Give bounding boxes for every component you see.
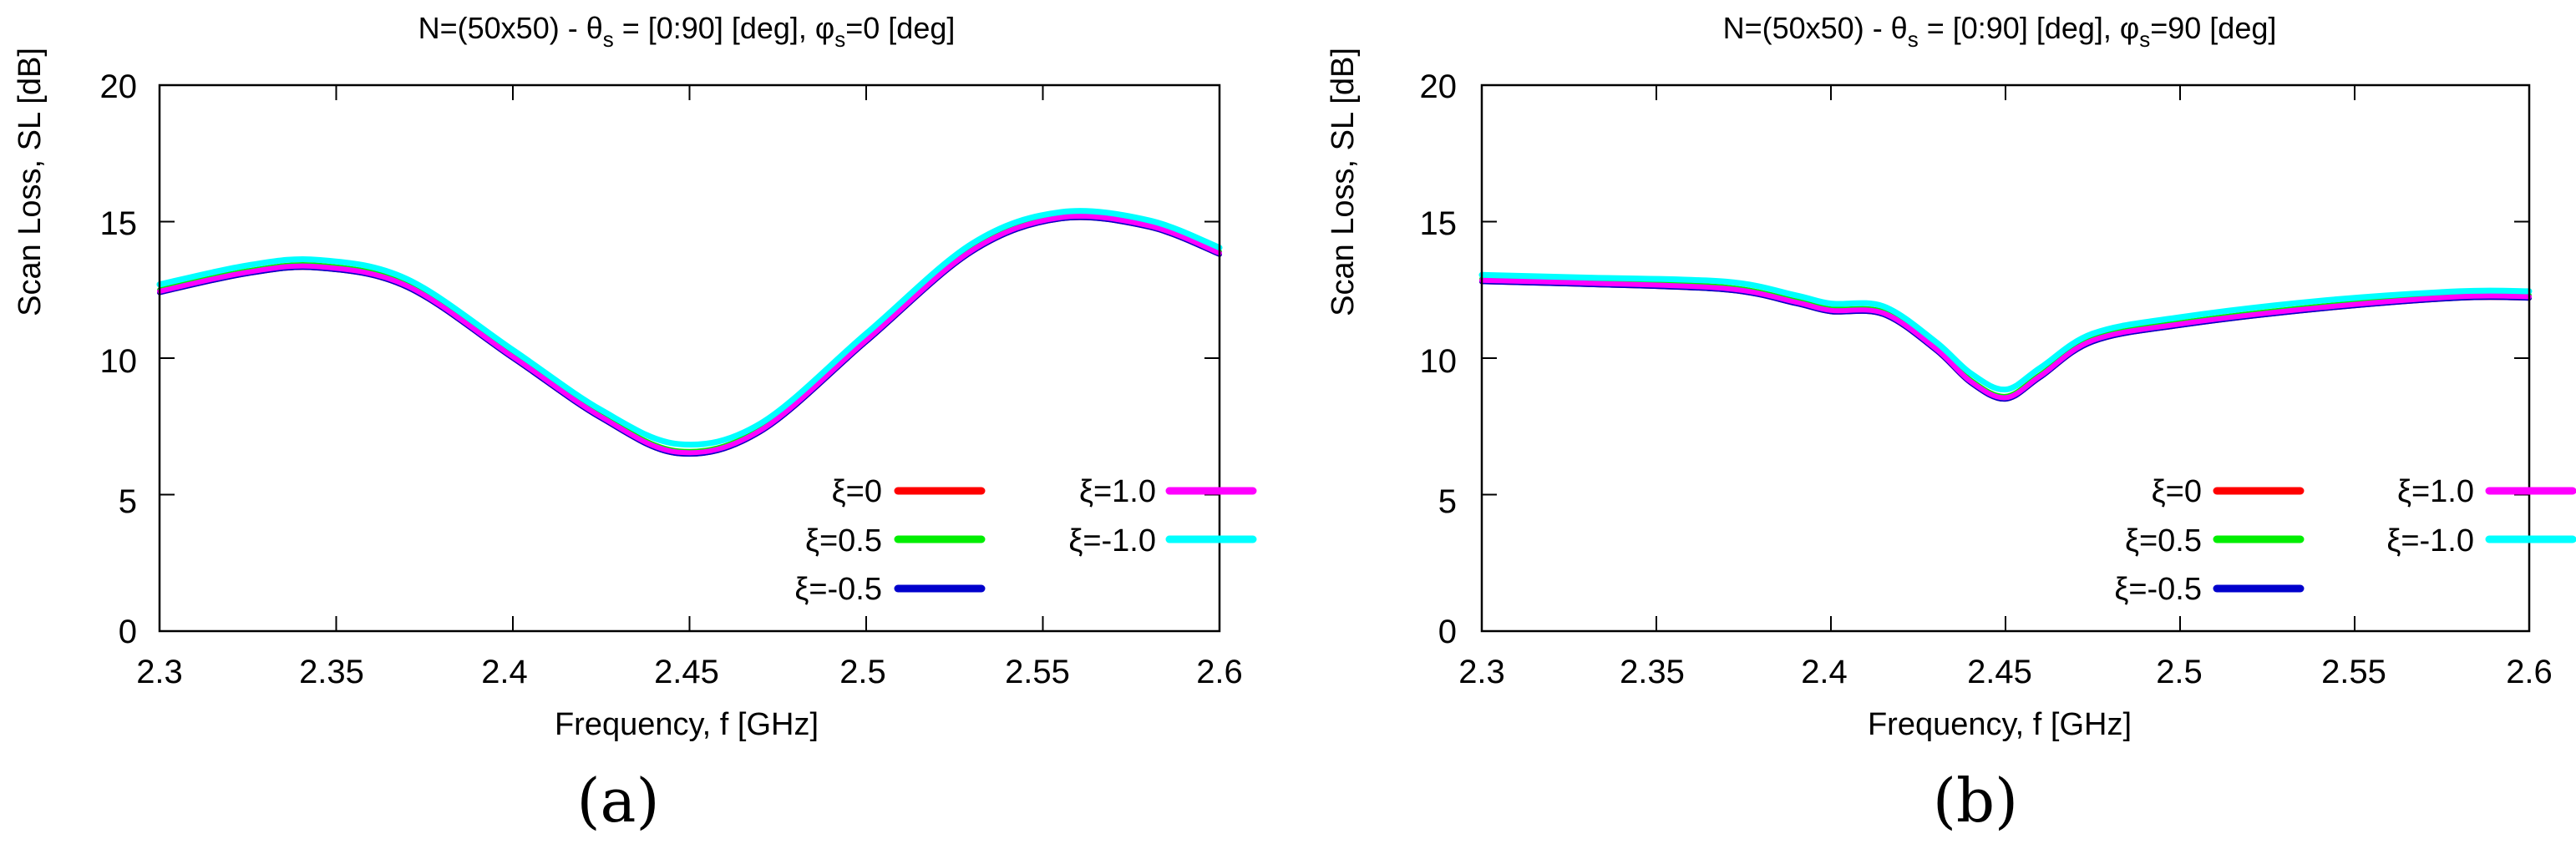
y-tick-label: 5 [1438, 483, 1457, 520]
x-tick-label: 2.4 [1801, 654, 1848, 690]
x-tick-label: 2.45 [654, 654, 719, 690]
x-tick-label: 2.55 [2321, 654, 2386, 690]
y-tick-label: 0 [1438, 614, 1457, 650]
y-tick-label: 5 [119, 483, 137, 520]
y-tick-label: 15 [100, 205, 138, 242]
series-line-xi--1.0 [156, 208, 1223, 448]
legend-a: ξ=0 ξ=0.5 ξ=-0.5 ξ=1.0 ξ=-1.0 [794, 474, 1257, 607]
y-tick-label: 20 [100, 68, 138, 105]
legend-label: ξ=-0.5 [2114, 572, 2202, 607]
legend-label: ξ=0.5 [805, 523, 882, 558]
series-line-xi-0 [157, 215, 1222, 457]
legend-label: ξ=-0.5 [794, 572, 882, 607]
y-tick-label: 10 [1420, 343, 1458, 380]
legend-b: ξ=0 ξ=0.5 ξ=-0.5 ξ=1.0 ξ=-1.0 [2114, 474, 2576, 607]
y-tick-label: 20 [1420, 68, 1458, 105]
x-tick-label: 2.4 [481, 654, 528, 690]
legend-label: ξ=1.0 [1079, 474, 1156, 509]
panel-label-b: (b) [1933, 766, 2018, 836]
plot-area-b [1478, 83, 2533, 633]
y-axis-label-a: Scan Loss, SL [dB] [13, 48, 48, 316]
legend-label: ξ=0.5 [2125, 523, 2202, 558]
chart-panel-b: N=(50x50) - θs = [0:90] [deg], φs=90 [de… [1326, 11, 2576, 836]
x-tick-label: 2.3 [136, 654, 183, 690]
y-axis-label-b: Scan Loss, SL [dB] [1326, 48, 1361, 316]
y-tick-label: 10 [100, 343, 138, 380]
x-tick-label: 2.55 [1005, 654, 1070, 690]
x-tick-label: 2.6 [1196, 654, 1243, 690]
legend-label: ξ=1.0 [2397, 474, 2474, 509]
plot-area-a [156, 83, 1223, 633]
legend-label: ξ=0 [2152, 474, 2202, 509]
series-line-xi-1.0 [1479, 277, 2532, 401]
legend-label: ξ=-1.0 [2386, 523, 2474, 558]
y-tick-label: 0 [119, 614, 137, 650]
legend-label: ξ=-1.0 [1068, 523, 1156, 558]
series-line-xi--1.0 [1478, 271, 2533, 393]
series-line-xi--0.5 [157, 215, 1222, 457]
chart-title-b: N=(50x50) - θs = [0:90] [deg], φs=90 [de… [1723, 11, 2277, 52]
x-tick-label: 2.35 [299, 654, 364, 690]
series-line-xi-1.0 [157, 214, 1222, 456]
y-tick-label: 15 [1420, 205, 1458, 242]
chart-title-a: N=(50x50) - θs = [0:90] [deg], φs=0 [deg… [418, 11, 956, 52]
series-line-xi-0.5 [157, 212, 1222, 454]
plot-frame [158, 83, 1221, 633]
x-tick-label: 2.5 [839, 654, 886, 690]
x-tick-label: 2.45 [1967, 654, 2032, 690]
legend-label: ξ=0 [832, 474, 882, 509]
x-tick-label: 2.5 [2156, 654, 2203, 690]
chart-panel-a: N=(50x50) - θs = [0:90] [deg], φs=0 [deg… [13, 11, 1257, 836]
x-tick-label: 2.35 [1620, 654, 1685, 690]
plot-frame [1480, 83, 2531, 633]
panel-label-a: (a) [576, 766, 659, 836]
x-axis-label-a: Frequency, f [GHz] [555, 707, 819, 742]
x-tick-label: 2.3 [1458, 654, 1505, 690]
x-axis-label-b: Frequency, f [GHz] [1868, 707, 2132, 742]
x-tick-label: 2.6 [2506, 654, 2553, 690]
